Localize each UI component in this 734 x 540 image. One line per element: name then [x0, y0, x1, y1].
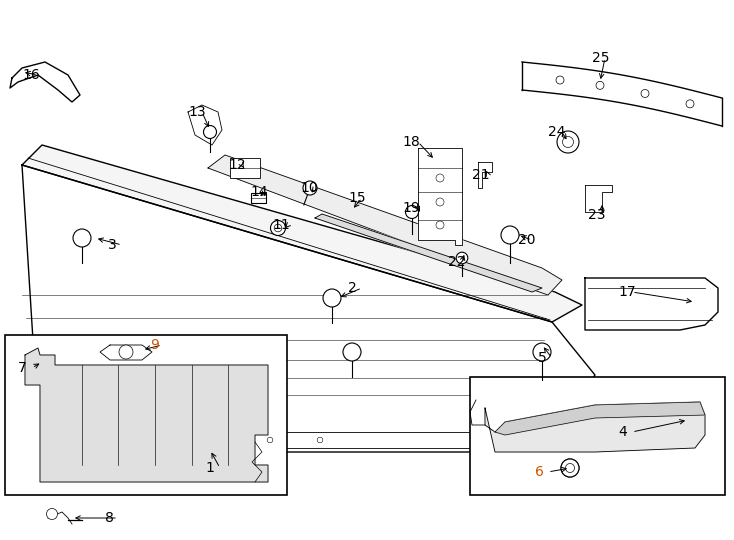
Circle shape [405, 206, 418, 219]
Polygon shape [418, 148, 462, 245]
Polygon shape [585, 278, 718, 330]
Circle shape [73, 229, 91, 247]
Circle shape [323, 289, 341, 307]
Circle shape [562, 137, 573, 147]
Text: 15: 15 [348, 191, 366, 205]
Polygon shape [100, 345, 152, 360]
Circle shape [317, 437, 323, 443]
Polygon shape [478, 162, 492, 188]
Text: 1: 1 [205, 461, 214, 475]
Text: 24: 24 [548, 125, 565, 139]
Text: 25: 25 [592, 51, 609, 65]
Text: 20: 20 [518, 233, 536, 247]
Circle shape [533, 343, 551, 361]
Text: 19: 19 [402, 201, 420, 215]
Polygon shape [10, 62, 80, 102]
Circle shape [686, 100, 694, 108]
Polygon shape [188, 105, 222, 145]
Polygon shape [22, 145, 582, 322]
Circle shape [436, 174, 444, 182]
Text: 2: 2 [348, 281, 357, 295]
Text: 17: 17 [618, 285, 636, 299]
Circle shape [303, 181, 317, 195]
Circle shape [556, 76, 564, 84]
Circle shape [117, 437, 123, 443]
Polygon shape [208, 155, 562, 295]
Circle shape [203, 125, 217, 138]
Text: 6: 6 [535, 465, 544, 479]
Text: 8: 8 [105, 511, 114, 525]
Bar [470, 377, 725, 495]
Text: 22: 22 [448, 255, 465, 269]
Text: 9: 9 [150, 338, 159, 352]
Polygon shape [522, 62, 722, 126]
Polygon shape [485, 402, 705, 452]
Polygon shape [495, 402, 705, 435]
Text: 14: 14 [250, 185, 268, 199]
Text: 3: 3 [108, 238, 117, 252]
Circle shape [501, 226, 519, 244]
Circle shape [217, 437, 223, 443]
Circle shape [596, 82, 604, 89]
Bar [5, 335, 287, 495]
Text: 7: 7 [18, 361, 26, 375]
Text: 21: 21 [472, 168, 490, 182]
Circle shape [561, 459, 579, 477]
Circle shape [557, 131, 579, 153]
Text: 10: 10 [300, 181, 318, 195]
Polygon shape [315, 214, 542, 292]
Circle shape [457, 252, 468, 264]
Circle shape [46, 509, 57, 519]
Polygon shape [22, 165, 595, 452]
Circle shape [565, 463, 575, 472]
Text: 16: 16 [22, 68, 40, 82]
Circle shape [343, 343, 361, 361]
Polygon shape [585, 185, 612, 212]
Text: 13: 13 [188, 105, 206, 119]
Circle shape [271, 220, 286, 235]
Text: 23: 23 [588, 208, 606, 222]
Bar [230, 158, 260, 178]
Circle shape [436, 198, 444, 206]
Text: 18: 18 [402, 135, 420, 149]
Polygon shape [25, 348, 268, 482]
Circle shape [119, 345, 133, 359]
Text: 4: 4 [618, 425, 627, 439]
Text: 5: 5 [538, 351, 547, 365]
Text: 12: 12 [228, 158, 246, 172]
Circle shape [436, 221, 444, 229]
Text: 11: 11 [272, 218, 290, 232]
Bar [250, 193, 266, 203]
Circle shape [641, 90, 649, 97]
Circle shape [561, 459, 579, 477]
Circle shape [275, 224, 282, 232]
Circle shape [267, 437, 273, 443]
Circle shape [167, 437, 172, 443]
